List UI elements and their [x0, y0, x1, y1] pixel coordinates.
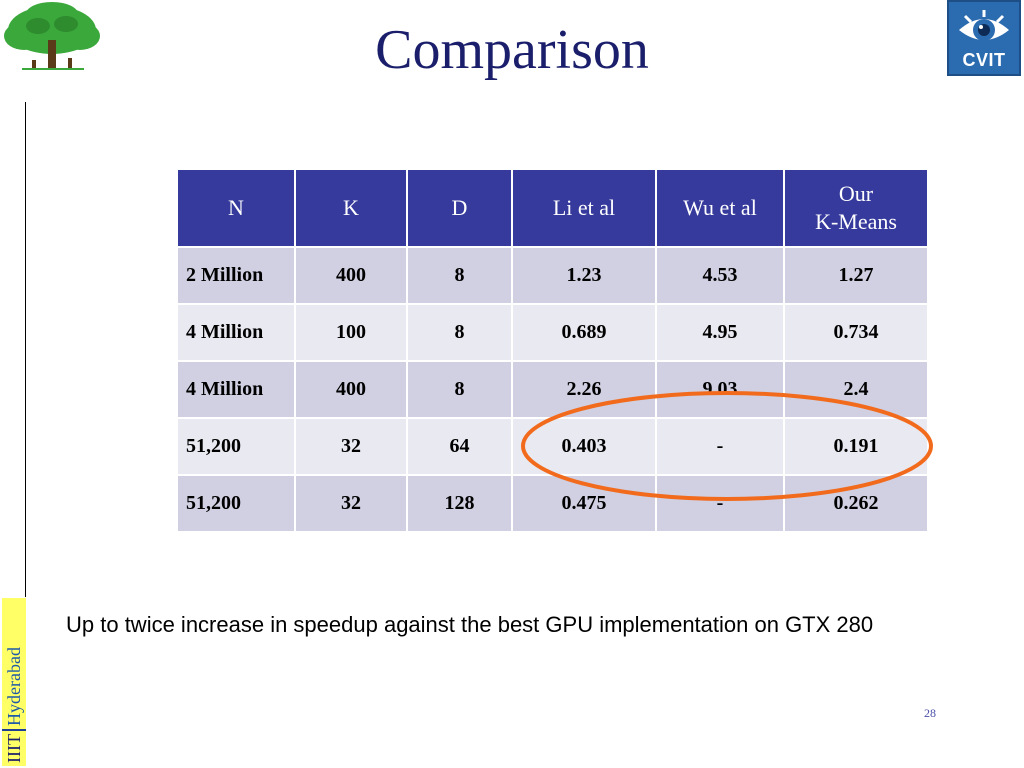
col-header-wu: Wu et al [655, 168, 785, 248]
cvit-label: CVIT [962, 50, 1006, 70]
table-header-row: N K D Li et al Wu et al Our K-Means [176, 168, 929, 248]
cell-ours: 0.191 [783, 417, 929, 476]
table-row: 51,200 32 64 0.403 - 0.191 [176, 417, 929, 476]
cell-wu: 4.95 [655, 303, 785, 362]
cell-wu: - [655, 417, 785, 476]
col-header-d: D [406, 168, 513, 248]
cell-n: 4 Million [176, 303, 296, 362]
cell-d: 128 [406, 474, 513, 533]
cell-li: 0.689 [511, 303, 657, 362]
cell-li: 2.26 [511, 360, 657, 419]
cell-k: 400 [294, 246, 408, 305]
cell-li: 0.475 [511, 474, 657, 533]
cell-li: 1.23 [511, 246, 657, 305]
cell-k: 32 [294, 417, 408, 476]
eye-icon [959, 10, 1009, 41]
cell-ours: 1.27 [783, 246, 929, 305]
col-header-li: Li et al [511, 168, 657, 248]
badge-hyderabad: Hyderabad [2, 598, 26, 730]
table-row: 4 Million 400 8 2.26 9.03 2.4 [176, 360, 929, 419]
col-header-ours: Our K-Means [783, 168, 929, 248]
slide-caption: Up to twice increase in speedup against … [66, 612, 874, 637]
cell-wu: - [655, 474, 785, 533]
cell-n: 51,200 [176, 474, 296, 533]
cell-d: 64 [406, 417, 513, 476]
cell-ours: 0.262 [783, 474, 929, 533]
badge-iiit: IIIT [2, 731, 26, 766]
cell-k: 32 [294, 474, 408, 533]
cell-d: 8 [406, 246, 513, 305]
col-header-ours-line1: Our [838, 181, 874, 206]
comparison-table: N K D Li et al Wu et al Our K-Means 2 Mi… [176, 168, 929, 533]
slide-title: Comparison [375, 19, 649, 81]
cell-ours: 2.4 [783, 360, 929, 419]
cvit-logo: CVIT [947, 0, 1021, 76]
tree-icon [4, 2, 100, 70]
cell-d: 8 [406, 303, 513, 362]
page-number: 28 [924, 706, 936, 720]
cell-ours: 0.734 [783, 303, 929, 362]
table-row: 4 Million 100 8 0.689 4.95 0.734 [176, 303, 929, 362]
table-row: 51,200 32 128 0.475 - 0.262 [176, 474, 929, 533]
institute-badge: IIIT Hyderabad [2, 598, 26, 766]
cell-n: 2 Million [176, 246, 296, 305]
cell-wu: 9.03 [655, 360, 785, 419]
cell-wu: 4.53 [655, 246, 785, 305]
cell-k: 100 [294, 303, 408, 362]
cell-n: 51,200 [176, 417, 296, 476]
cell-k: 400 [294, 360, 408, 419]
col-header-k: K [294, 168, 408, 248]
col-header-ours-line2: K-Means [815, 209, 897, 234]
cell-li: 0.403 [511, 417, 657, 476]
cell-n: 4 Million [176, 360, 296, 419]
col-header-n: N [176, 168, 296, 248]
cell-d: 8 [406, 360, 513, 419]
table-row: 2 Million 400 8 1.23 4.53 1.27 [176, 246, 929, 305]
left-divider [25, 102, 26, 597]
